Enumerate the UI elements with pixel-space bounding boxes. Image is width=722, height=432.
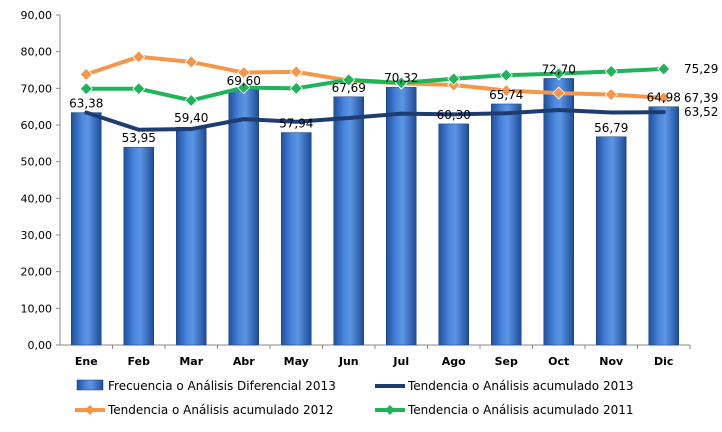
bar <box>333 96 364 346</box>
y-tick-label: 60,00 <box>21 119 53 132</box>
bar <box>648 106 679 346</box>
y-tick-label: 90,00 <box>21 9 53 22</box>
x-tick-label: Ago <box>442 355 466 368</box>
bar-data-label: 59,40 <box>174 111 208 125</box>
legend-label: Tendencia o Análisis acumulado 2013 <box>407 379 633 393</box>
bar-series <box>71 78 679 346</box>
y-tick-label: 0,00 <box>28 339 53 352</box>
bar <box>386 86 417 346</box>
bar-data-label: 65,74 <box>489 88 523 102</box>
legend-swatch-marker <box>85 405 95 415</box>
x-tick-label: Ene <box>75 355 98 368</box>
series-marker <box>604 64 618 79</box>
bar-data-label: 70,32 <box>384 71 418 85</box>
bar-data-label: 53,95 <box>122 131 156 145</box>
line-end-label: 63,52 <box>684 105 718 119</box>
series-marker <box>132 50 146 64</box>
x-tick-label: Oct <box>548 355 569 368</box>
legend-label: Tendencia o Análisis acumulado 2011 <box>407 403 633 417</box>
line-end-label: 67,39 <box>684 91 718 105</box>
series-marker <box>79 67 93 81</box>
y-tick-label: 40,00 <box>21 192 53 205</box>
y-tick-label: 20,00 <box>21 266 53 279</box>
series-marker <box>447 72 461 86</box>
bar-data-label: 72,70 <box>542 62 576 76</box>
bar <box>491 103 522 346</box>
series-marker <box>552 67 566 81</box>
series-marker <box>132 82 146 96</box>
series-marker <box>657 62 671 76</box>
series-marker <box>289 81 303 95</box>
data-labels: 63,38 53,95 59,40 69,60 57,94 67,69 70,32 60,30… <box>69 62 718 145</box>
bar <box>438 123 469 346</box>
legend-swatch-bar <box>76 379 104 391</box>
series-marker <box>499 83 513 98</box>
series-marker <box>237 81 251 95</box>
x-tick-label: Sep <box>495 355 518 368</box>
y-tick-label: 30,00 <box>21 229 53 242</box>
series-line <box>84 66 666 103</box>
legend-item: Tendencia o Análisis acumulado 2013 <box>375 379 633 393</box>
bar-data-label: 57,94 <box>279 117 313 131</box>
bar <box>228 89 259 346</box>
y-tick-label: 50,00 <box>21 156 53 169</box>
legend-item: Tendencia o Análisis acumulado 2011 <box>375 403 633 417</box>
legend-swatch-marker <box>385 405 395 415</box>
bar-data-label: 63,38 <box>69 97 103 111</box>
line-end-label: 75,29 <box>684 62 718 76</box>
series-marker <box>237 66 251 80</box>
series-marker <box>184 93 198 107</box>
bar <box>596 136 627 346</box>
bar <box>281 132 312 346</box>
legend-item: Frecuencia o Análisis Diferencial 2013 <box>76 379 336 393</box>
legend-label: Tendencia o Análisis acumulado 2012 <box>107 403 333 417</box>
bar-data-label: 64,98 <box>647 91 681 105</box>
bar-data-label: 67,69 <box>332 81 366 95</box>
x-tick-label: Jul <box>392 355 409 368</box>
x-tick-label: Mar <box>179 355 203 368</box>
bar <box>123 146 154 346</box>
series-marker <box>342 73 356 87</box>
series-marker <box>289 65 303 79</box>
series-marker <box>604 88 618 102</box>
series-marker <box>657 91 671 105</box>
x-tick-label: Feb <box>128 355 151 368</box>
x-tick-label: Nov <box>599 355 624 368</box>
legend: Frecuencia o Análisis Diferencial 2013 Te… <box>75 379 633 417</box>
series-marker <box>184 55 198 69</box>
y-tick-label: 80,00 <box>21 46 53 59</box>
series-line <box>84 107 666 132</box>
series-marker <box>499 68 513 82</box>
series-line <box>84 54 666 100</box>
x-tick-label: Dic <box>654 355 673 368</box>
bar-data-label: 56,79 <box>594 121 628 135</box>
x-tick-label: Jun <box>338 355 359 368</box>
bar-data-label: 69,60 <box>227 74 261 88</box>
series-marker <box>79 82 93 96</box>
y-tick-label: 10,00 <box>21 302 53 315</box>
bar <box>543 78 574 346</box>
y-tick-label: 70,00 <box>21 82 53 95</box>
bar-data-label: 60,30 <box>437 108 471 122</box>
line-series <box>79 50 671 132</box>
bar <box>176 126 207 346</box>
axes: 0,00 10,00 20,00 30,00 40,00 50,00 60,00 70,00 8… <box>21 9 691 368</box>
legend-item: Tendencia o Análisis acumulado 2012 <box>75 403 333 417</box>
bar <box>71 112 102 346</box>
series-marker <box>552 86 566 100</box>
x-tick-label: May <box>284 355 309 368</box>
series-marker <box>394 76 408 90</box>
x-tick-label: Abr <box>233 355 255 368</box>
legend-label: Frecuencia o Análisis Diferencial 2013 <box>108 379 336 393</box>
